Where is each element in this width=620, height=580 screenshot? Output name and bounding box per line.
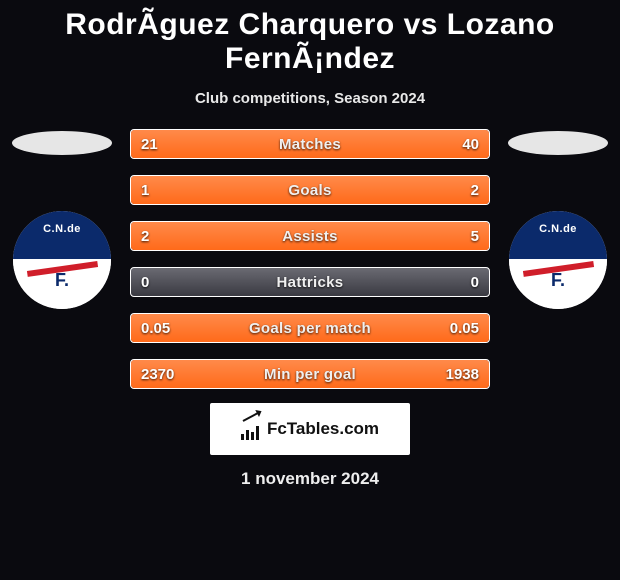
fctables-icon <box>241 418 263 440</box>
badge-text-top: C.N.de <box>509 223 607 235</box>
bar-value-left: 2 <box>141 222 149 250</box>
bar-value-left: 21 <box>141 130 158 158</box>
stat-bar: Matches21 40 <box>130 129 490 159</box>
bar-value-left: 0.05 <box>141 314 170 342</box>
bar-value-right: 0 <box>471 268 479 296</box>
source-logo: FcTables.com <box>210 403 410 455</box>
bar-value-right: 0.05 <box>450 314 479 342</box>
bar-label: Matches <box>131 130 489 158</box>
subtitle: Club competitions, Season 2024 <box>0 90 620 107</box>
left-club-badge: C.N.de F. <box>13 211 111 309</box>
stat-bar: Min per goal2370 1938 <box>130 359 490 389</box>
stat-bars: Matches2140Goals12Assists25Hattricks00Go… <box>130 129 490 389</box>
left-player-avatar <box>12 131 112 155</box>
date-label: 1 november 2024 <box>0 469 620 489</box>
bar-label: Assists <box>131 222 489 250</box>
stat-bar: Goals1 2 <box>130 175 490 205</box>
bar-label: Min per goal <box>131 360 489 388</box>
comparison-content: C.N.de F. Matches2140Goals12Assists25Hat… <box>0 129 620 389</box>
stat-bar: Assists2 5 <box>130 221 490 251</box>
right-club-badge: C.N.de F. <box>509 211 607 309</box>
badge-text-bottom: F. <box>13 270 111 291</box>
badge-text-top: C.N.de <box>13 223 111 235</box>
right-player-avatar <box>508 131 608 155</box>
source-logo-text: FcTables.com <box>267 419 379 439</box>
right-player-col: C.N.de F. <box>508 129 608 309</box>
bar-label: Hattricks <box>131 268 489 296</box>
bar-value-right: 2 <box>471 176 479 204</box>
bar-value-right: 40 <box>462 130 479 158</box>
bar-value-right: 5 <box>471 222 479 250</box>
page-title: RodrÃ­guez Charquero vs Lozano FernÃ¡nde… <box>0 0 620 76</box>
bar-value-right: 1938 <box>446 360 479 388</box>
badge-text-bottom: F. <box>509 270 607 291</box>
stat-bar: Goals per match0.05 0.05 <box>130 313 490 343</box>
bar-value-left: 2370 <box>141 360 174 388</box>
bar-label: Goals <box>131 176 489 204</box>
bar-value-left: 1 <box>141 176 149 204</box>
bar-value-left: 0 <box>141 268 149 296</box>
stat-bar: Hattricks0 0 <box>130 267 490 297</box>
bar-label: Goals per match <box>131 314 489 342</box>
left-player-col: C.N.de F. <box>12 129 112 309</box>
